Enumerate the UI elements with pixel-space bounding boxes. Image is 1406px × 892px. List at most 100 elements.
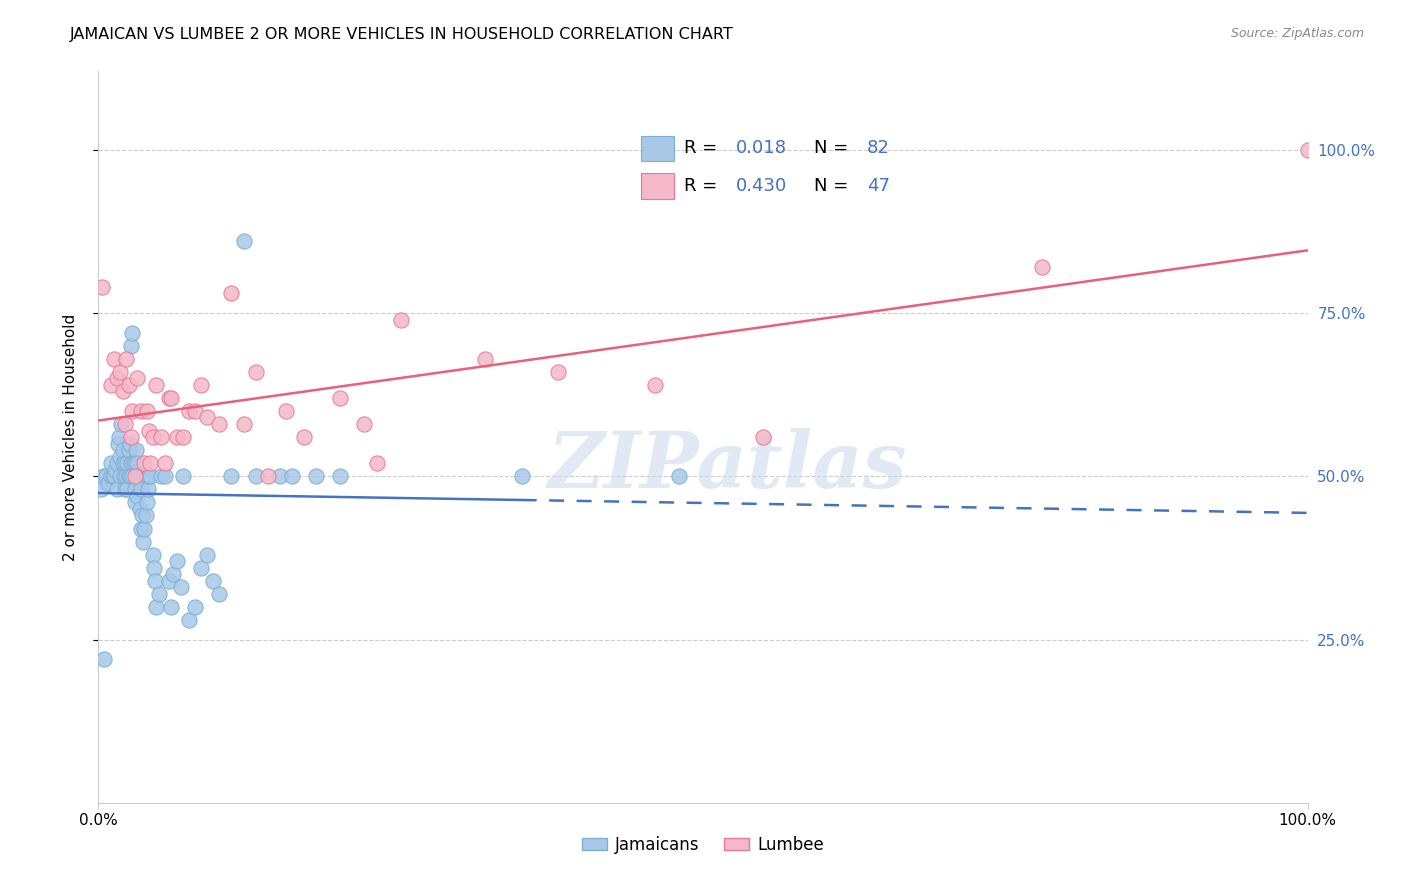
Point — [644, 377, 666, 392]
Point — [245, 365, 267, 379]
Point — [138, 469, 160, 483]
Point — [129, 483, 152, 497]
Point — [329, 391, 352, 405]
Point — [104, 463, 127, 477]
Point — [143, 574, 166, 588]
Point — [232, 234, 254, 248]
Legend: Jamaicans, Lumbee: Jamaicans, Lumbee — [575, 829, 831, 860]
Text: Source: ZipAtlas.com: Source: ZipAtlas.com — [1230, 27, 1364, 40]
Point — [112, 469, 135, 483]
Point — [90, 483, 112, 497]
Point — [128, 502, 150, 516]
Point — [160, 599, 183, 614]
Point — [129, 404, 152, 418]
Point — [274, 404, 297, 418]
Point — [124, 469, 146, 483]
Point — [121, 326, 143, 340]
Point — [111, 456, 134, 470]
Point — [190, 377, 212, 392]
Point — [103, 469, 125, 483]
Point — [510, 469, 533, 483]
Point — [139, 469, 162, 483]
Point — [91, 469, 114, 483]
Point — [148, 587, 170, 601]
Point — [117, 456, 139, 470]
Point — [93, 652, 115, 666]
Point — [124, 456, 146, 470]
Point — [118, 469, 141, 483]
Point — [184, 404, 207, 418]
Point — [105, 483, 128, 497]
Point — [162, 567, 184, 582]
Point — [208, 587, 231, 601]
Point — [91, 280, 114, 294]
FancyBboxPatch shape — [641, 173, 673, 199]
Point — [107, 436, 129, 450]
Point — [134, 456, 156, 470]
Point — [668, 469, 690, 483]
Point — [114, 483, 136, 497]
Point — [145, 599, 167, 614]
Point — [172, 430, 194, 444]
Point — [245, 469, 267, 483]
Point — [124, 495, 146, 509]
Point — [389, 312, 412, 326]
Text: N =: N = — [814, 178, 855, 195]
Point — [121, 469, 143, 483]
Point — [166, 430, 188, 444]
Point — [131, 508, 153, 523]
Point — [111, 443, 134, 458]
Point — [232, 417, 254, 431]
Point — [100, 469, 122, 483]
Point — [153, 469, 176, 483]
Text: ZIPatlas: ZIPatlas — [547, 428, 907, 505]
Point — [135, 508, 157, 523]
Point — [111, 384, 134, 399]
Text: JAMAICAN VS LUMBEE 2 OR MORE VEHICLES IN HOUSEHOLD CORRELATION CHART: JAMAICAN VS LUMBEE 2 OR MORE VEHICLES IN… — [70, 27, 734, 42]
Point — [153, 456, 176, 470]
Text: R =: R = — [683, 139, 723, 157]
Point — [103, 351, 125, 366]
Point — [179, 613, 201, 627]
Text: 47: 47 — [866, 178, 890, 195]
Point — [105, 456, 128, 470]
Point — [132, 534, 155, 549]
Text: N =: N = — [814, 139, 855, 157]
Point — [120, 456, 142, 470]
FancyBboxPatch shape — [641, 136, 673, 161]
Point — [105, 371, 128, 385]
Point — [269, 469, 291, 483]
Point — [114, 456, 136, 470]
Point — [108, 450, 131, 464]
Point — [100, 377, 122, 392]
Point — [1296, 143, 1319, 157]
Point — [202, 574, 225, 588]
Point — [94, 469, 117, 483]
Point — [292, 430, 315, 444]
Point — [208, 417, 231, 431]
Point — [108, 469, 131, 483]
Point — [474, 351, 496, 366]
Point — [752, 430, 775, 444]
Point — [190, 560, 212, 574]
Point — [125, 443, 148, 458]
Point — [179, 404, 201, 418]
Point — [221, 286, 243, 301]
Point — [117, 483, 139, 497]
Point — [108, 365, 131, 379]
Text: R =: R = — [683, 178, 723, 195]
Point — [150, 469, 173, 483]
Point — [172, 469, 194, 483]
Point — [142, 548, 165, 562]
Point — [97, 475, 120, 490]
Point — [120, 430, 142, 444]
Point — [166, 554, 188, 568]
Point — [115, 469, 138, 483]
Point — [121, 404, 143, 418]
Point — [118, 469, 141, 483]
Point — [127, 489, 149, 503]
Point — [160, 391, 183, 405]
Point — [366, 456, 388, 470]
Point — [139, 456, 162, 470]
Point — [122, 456, 145, 470]
